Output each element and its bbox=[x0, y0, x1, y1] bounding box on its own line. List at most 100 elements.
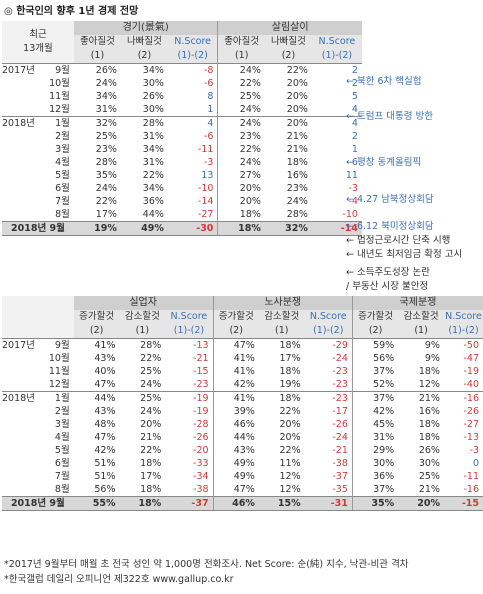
net-score-cell: -27 bbox=[463, 419, 479, 430]
row-month: 12월 bbox=[48, 379, 70, 390]
column-header: 증가할것 bbox=[351, 310, 399, 324]
net-score-cell: -13 bbox=[165, 338, 214, 352]
value-cell: 24% bbox=[217, 63, 265, 77]
net-score-cell: 11 bbox=[345, 170, 358, 181]
event-annotation: ← 6.12 북미정상회담 bbox=[346, 221, 434, 232]
value-cell: 31% bbox=[95, 104, 117, 115]
table-row: 2월 25% 31% -6 23% 21% 2 bbox=[2, 130, 362, 143]
row-month: 11월 bbox=[48, 366, 70, 377]
column-subheader: (2) bbox=[212, 324, 259, 339]
column-subheader: (1)-(2) bbox=[311, 49, 362, 64]
row-header-stub bbox=[2, 296, 74, 339]
row-year: 2018년 bbox=[2, 116, 39, 130]
value-cell: 39% bbox=[212, 405, 259, 418]
row-month: 10월 bbox=[49, 78, 70, 89]
column-subheader: (2) bbox=[351, 324, 399, 339]
value-cell: 18% bbox=[140, 484, 162, 495]
value-cell: 43% bbox=[212, 444, 259, 457]
value-cell: 20% bbox=[286, 91, 308, 102]
net-score-cell: -3 bbox=[348, 183, 358, 194]
value-cell: 28% bbox=[120, 116, 168, 130]
value-cell: 12% bbox=[418, 379, 440, 390]
row-year bbox=[2, 103, 39, 117]
table-row: 10월 43% 22% -21 41% 17% -24 56% 9% -47 bbox=[2, 352, 483, 365]
table-row: 7월 22% 36% -14 20% 24% -4 bbox=[2, 195, 362, 208]
column-header: N.Score bbox=[165, 310, 214, 324]
value-cell: 30% bbox=[418, 458, 440, 469]
row-month: 8월 bbox=[55, 209, 70, 220]
value-cell: 34% bbox=[142, 183, 164, 194]
column-header: 감소할것 bbox=[119, 310, 166, 324]
row-year bbox=[2, 483, 39, 497]
value-cell: 12% bbox=[279, 471, 301, 482]
net-score-cell: -38 bbox=[193, 484, 209, 495]
value-cell: 22% bbox=[264, 63, 312, 77]
row-month: 2월 bbox=[54, 406, 70, 417]
value-cell: 18% bbox=[418, 366, 440, 377]
net-score-cell: -15 bbox=[443, 496, 483, 511]
table-row: 4월 28% 31% -3 24% 18% 6 bbox=[2, 156, 362, 169]
net-score-cell: 6 bbox=[351, 157, 358, 168]
group-header: 살림살이 bbox=[217, 21, 362, 35]
net-score-cell: -26 bbox=[193, 432, 209, 443]
net-score-cell: -38 bbox=[332, 458, 348, 469]
net-score-cell: -20 bbox=[193, 445, 209, 456]
table-row: 11월 40% 25% -15 41% 18% -23 37% 18% -19 bbox=[2, 365, 483, 378]
row-month: 11월 bbox=[49, 91, 70, 102]
row-month: 12월 bbox=[49, 104, 70, 115]
net-score-cell: -19 bbox=[463, 366, 479, 377]
value-cell: 46% bbox=[212, 496, 259, 511]
value-cell: 9% bbox=[424, 353, 440, 364]
value-cell: 26% bbox=[142, 91, 164, 102]
net-score-cell: -17 bbox=[332, 406, 348, 417]
row-year bbox=[2, 405, 39, 418]
net-score-cell: -16 bbox=[443, 391, 483, 405]
value-cell: 55% bbox=[73, 496, 120, 511]
value-cell: 22% bbox=[217, 77, 265, 90]
value-cell: 51% bbox=[94, 471, 116, 482]
value-cell: 47% bbox=[94, 432, 116, 443]
value-cell: 17% bbox=[95, 209, 117, 220]
net-score-cell: -35 bbox=[332, 484, 348, 495]
event-annotation: ← 트럼프 대통령 방한 bbox=[346, 111, 433, 122]
net-score-cell: -14 bbox=[311, 221, 362, 236]
value-cell: 48% bbox=[94, 419, 116, 430]
row-year bbox=[2, 418, 39, 431]
value-cell: 22% bbox=[217, 143, 265, 156]
net-score-cell: 8 bbox=[207, 91, 214, 102]
group-header: 실업자 bbox=[73, 296, 214, 310]
net-score-cell: -14 bbox=[197, 196, 214, 207]
value-cell: 24% bbox=[217, 103, 265, 117]
value-cell: 18% bbox=[217, 208, 265, 222]
value-cell: 34% bbox=[95, 91, 117, 102]
value-cell: 19% bbox=[279, 379, 301, 390]
value-cell: 47% bbox=[94, 379, 116, 390]
table-row: 5월 35% 22% 13 27% 16% 11 bbox=[2, 169, 362, 182]
value-cell: 24% bbox=[286, 196, 308, 207]
net-score-cell: -19 bbox=[193, 406, 209, 417]
net-score-cell: -50 bbox=[443, 338, 483, 352]
value-cell: 26% bbox=[73, 63, 121, 77]
value-cell: 42% bbox=[351, 405, 399, 418]
value-cell: 18% bbox=[140, 458, 162, 469]
value-cell: 22% bbox=[279, 445, 301, 456]
column-subheader: (1) bbox=[217, 49, 265, 64]
row-month: 4월 bbox=[54, 432, 70, 443]
value-cell: 35% bbox=[95, 170, 117, 181]
value-cell: 24% bbox=[217, 156, 265, 169]
row-year bbox=[2, 365, 39, 378]
column-header: 감소할것 bbox=[398, 310, 444, 324]
table-row: 12월 47% 24% -23 42% 19% -23 52% 12% -40 bbox=[2, 378, 483, 392]
net-score-cell: -37 bbox=[165, 496, 214, 511]
net-score-cell: -40 bbox=[463, 379, 479, 390]
row-month: 7월 bbox=[54, 471, 70, 482]
row-year bbox=[2, 156, 39, 169]
value-cell: 35% bbox=[351, 496, 399, 511]
unemployment-dispute-table: 실업자 노사분쟁 국제분쟁 증가할것 감소할것 N.Score 증가할것 감소할것 N.Scor… bbox=[2, 296, 483, 511]
net-score-cell: -37 bbox=[332, 471, 348, 482]
net-score-cell: -31 bbox=[304, 496, 353, 511]
row-month: 7월 bbox=[55, 196, 70, 207]
row-month: 5월 bbox=[55, 170, 70, 181]
value-cell: 22% bbox=[95, 196, 117, 207]
net-score-cell: 2 bbox=[351, 78, 358, 89]
